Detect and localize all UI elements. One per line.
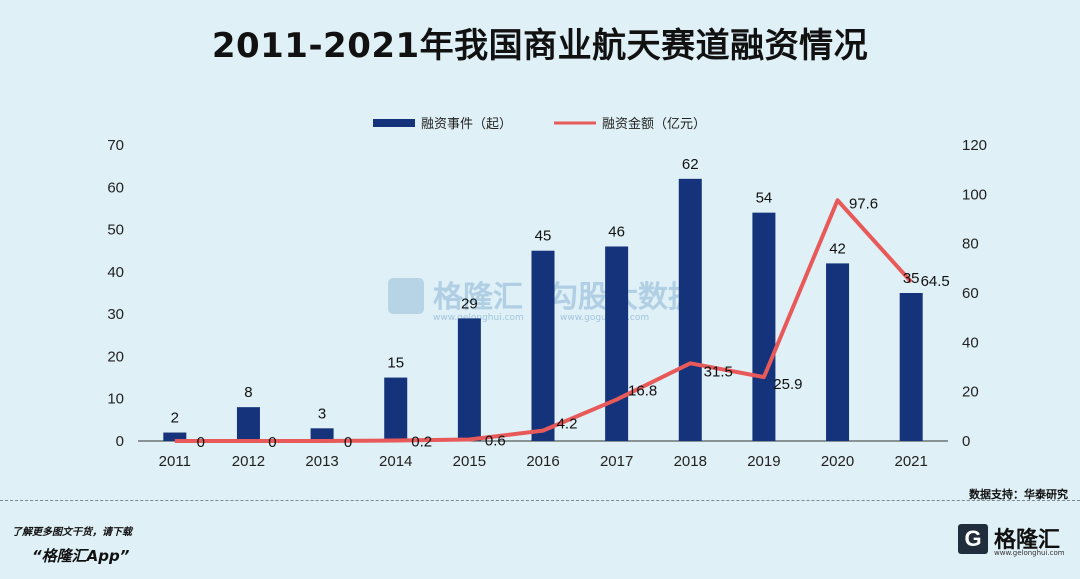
left-tick-label: 70 (107, 137, 124, 154)
bar (531, 250, 555, 441)
line-value-label: 97.6 (849, 195, 878, 212)
left-tick-label: 0 (116, 433, 124, 450)
right-tick-label: 100 (962, 186, 987, 203)
left-tick-label: 40 (107, 264, 124, 281)
bar-labels: 2 8 3 15 29 45 46 62 54 42 35 (171, 156, 920, 427)
bar (384, 377, 408, 441)
line-value-label: 0.2 (411, 434, 432, 451)
source-note: 数据支持：华泰研究 (969, 488, 1068, 501)
bar-value-label: 45 (535, 228, 552, 245)
legend-line-label: 融资金额（亿元） (602, 116, 706, 132)
x-tick-label: 2014 (379, 453, 412, 470)
bar (826, 263, 850, 441)
chart-canvas: 格隆汇 勾股大数据 www.gelonghui.com www.gogudata… (107, 116, 987, 470)
line-value-label: 25.9 (773, 376, 802, 393)
x-tick-label: 2015 (453, 453, 486, 470)
bar-value-label: 8 (244, 384, 252, 401)
x-tick-label: 2013 (305, 453, 338, 470)
bar (752, 212, 776, 441)
logo-name: 格隆汇 (994, 528, 1061, 553)
bar (457, 318, 481, 441)
right-tick-label: 80 (962, 236, 979, 253)
x-tick-label: 2016 (526, 453, 559, 470)
x-tick-label: 2018 (674, 453, 707, 470)
legend-bar-swatch (373, 119, 415, 127)
x-tick-label: 2017 (600, 453, 633, 470)
line-labels: 0 0 0 0.2 0.6 4.2 16.8 31.5 25.9 97.6 64.5 (197, 195, 950, 451)
right-tick-label: 120 (962, 137, 987, 154)
line-value-label: 0 (344, 434, 352, 451)
x-axis-ticks: 2011 2012 2013 2014 2015 2016 2017 2018 2019 2020… (159, 453, 928, 470)
footer-app-name: “格隆汇App” (32, 547, 130, 565)
x-tick-label: 2020 (821, 453, 854, 470)
line-value-label: 64.5 (921, 273, 950, 290)
bar (899, 293, 923, 441)
bar (236, 407, 260, 441)
x-tick-label: 2012 (232, 453, 265, 470)
line-value-label: 0.6 (485, 433, 506, 450)
line-value-label: 31.5 (704, 363, 733, 380)
x-tick-label: 2019 (747, 453, 780, 470)
right-tick-label: 0 (962, 433, 970, 450)
bar-value-label: 54 (756, 190, 773, 207)
right-axis: 0 20 40 60 80 100 120 (962, 137, 987, 450)
bar-value-label: 15 (387, 355, 404, 372)
bar-value-label: 2 (171, 410, 179, 427)
bar-value-label: 46 (608, 223, 625, 240)
bar (678, 178, 702, 442)
divider (0, 500, 1080, 501)
brand-logo[interactable]: G 格隆汇 www.gelonghui.com (958, 520, 1068, 560)
watermark-name: 格隆汇 (433, 280, 523, 315)
bar-series (163, 178, 923, 442)
legend-bar-label: 融资事件（起） (421, 117, 512, 132)
x-tick-label: 2021 (894, 453, 927, 470)
line-value-label: 16.8 (628, 383, 657, 400)
bar (163, 432, 187, 441)
right-tick-label: 40 (962, 334, 979, 351)
watermark-url: www.gelonghui.com (433, 313, 524, 323)
legend: 融资事件（起） 融资金额（亿元） (373, 116, 706, 132)
right-tick-label: 20 (962, 384, 979, 401)
x-tick-label: 2011 (159, 453, 191, 470)
left-tick-label: 50 (107, 222, 124, 239)
left-tick-label: 60 (107, 179, 124, 196)
watermark-url-2: www.gogudata.com (560, 313, 649, 323)
line-value-label: 4.2 (557, 416, 578, 433)
bar-value-label: 35 (903, 270, 920, 287)
bar-value-label: 29 (461, 295, 478, 312)
bar (605, 246, 629, 441)
bar-value-label: 3 (318, 405, 326, 422)
left-tick-label: 10 (107, 391, 124, 408)
chart-title: 2011-2021年我国商业航天赛道融资情况 (211, 26, 869, 66)
line-value-label: 0 (197, 434, 205, 451)
bar-value-label: 62 (682, 156, 699, 173)
line-value-label: 0 (268, 434, 276, 451)
bar-value-label: 42 (829, 240, 846, 257)
footer-download-text: 了解更多图文干货，请下载 (12, 527, 132, 538)
logo-icon: G (958, 524, 988, 554)
logo-url: www.gelonghui.com (994, 549, 1065, 557)
left-axis: 0 10 20 30 40 50 60 70 (107, 137, 124, 450)
left-tick-label: 30 (107, 306, 124, 323)
watermark-logo-icon (388, 278, 424, 314)
right-tick-label: 60 (962, 285, 979, 302)
bar (310, 428, 334, 441)
line-series (174, 198, 913, 443)
left-tick-label: 20 (107, 348, 124, 365)
